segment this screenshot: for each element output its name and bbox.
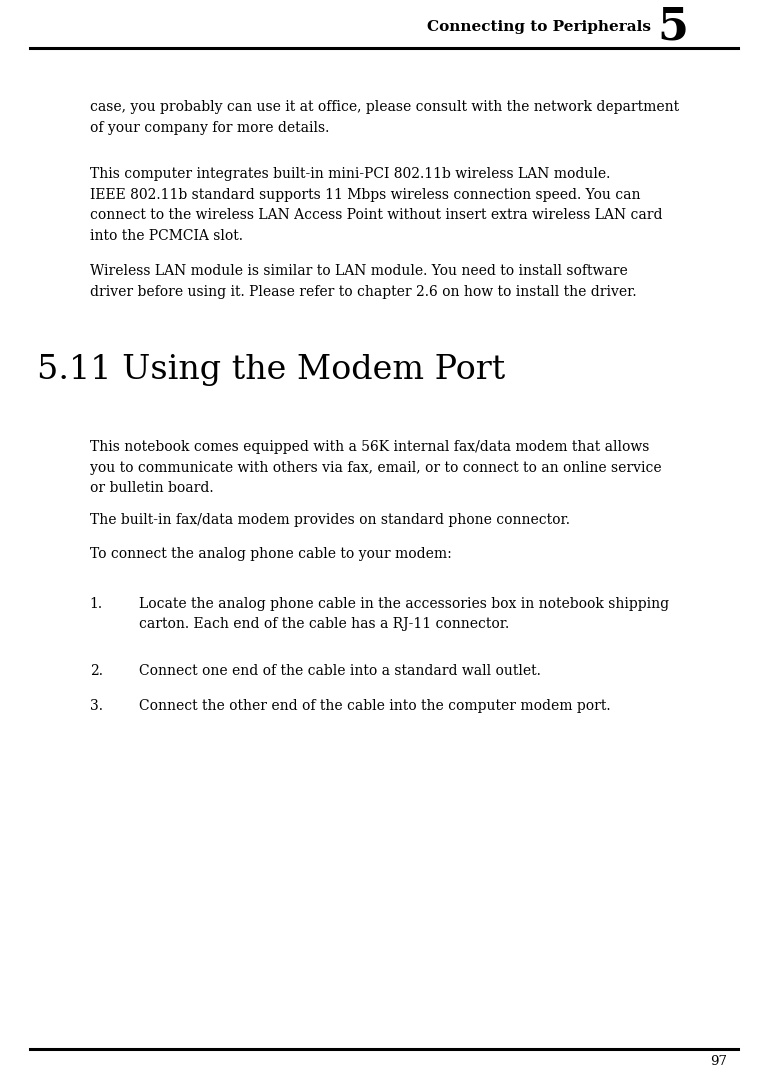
Text: 3.: 3. <box>90 699 103 713</box>
Text: This computer integrates built-in mini-PCI 802.11b wireless LAN module.
IEEE 802: This computer integrates built-in mini-P… <box>90 167 662 243</box>
Text: 1.: 1. <box>90 597 103 611</box>
Text: 97: 97 <box>710 1055 727 1068</box>
Text: Connect the other end of the cable into the computer modem port.: Connect the other end of the cable into … <box>139 699 611 713</box>
Text: Wireless LAN module is similar to LAN module. You need to install software
drive: Wireless LAN module is similar to LAN mo… <box>90 264 636 299</box>
Text: Locate the analog phone cable in the accessories box in notebook shipping
carton: Locate the analog phone cable in the acc… <box>139 597 670 631</box>
Text: 5: 5 <box>658 5 689 49</box>
Text: 5.11 Using the Modem Port: 5.11 Using the Modem Port <box>37 354 505 386</box>
Text: case, you probably can use it at office, please consult with the network departm: case, you probably can use it at office,… <box>90 100 679 135</box>
Text: Connect one end of the cable into a standard wall outlet.: Connect one end of the cable into a stan… <box>139 664 541 678</box>
Text: The built-in fax/data modem provides on standard phone connector.: The built-in fax/data modem provides on … <box>90 513 570 527</box>
Text: 2.: 2. <box>90 664 103 678</box>
Text: This notebook comes equipped with a 56K internal fax/data modem that allows
you : This notebook comes equipped with a 56K … <box>90 440 661 495</box>
Text: To connect the analog phone cable to your modem:: To connect the analog phone cable to you… <box>90 547 451 561</box>
Text: Connecting to Peripherals: Connecting to Peripherals <box>427 21 656 33</box>
